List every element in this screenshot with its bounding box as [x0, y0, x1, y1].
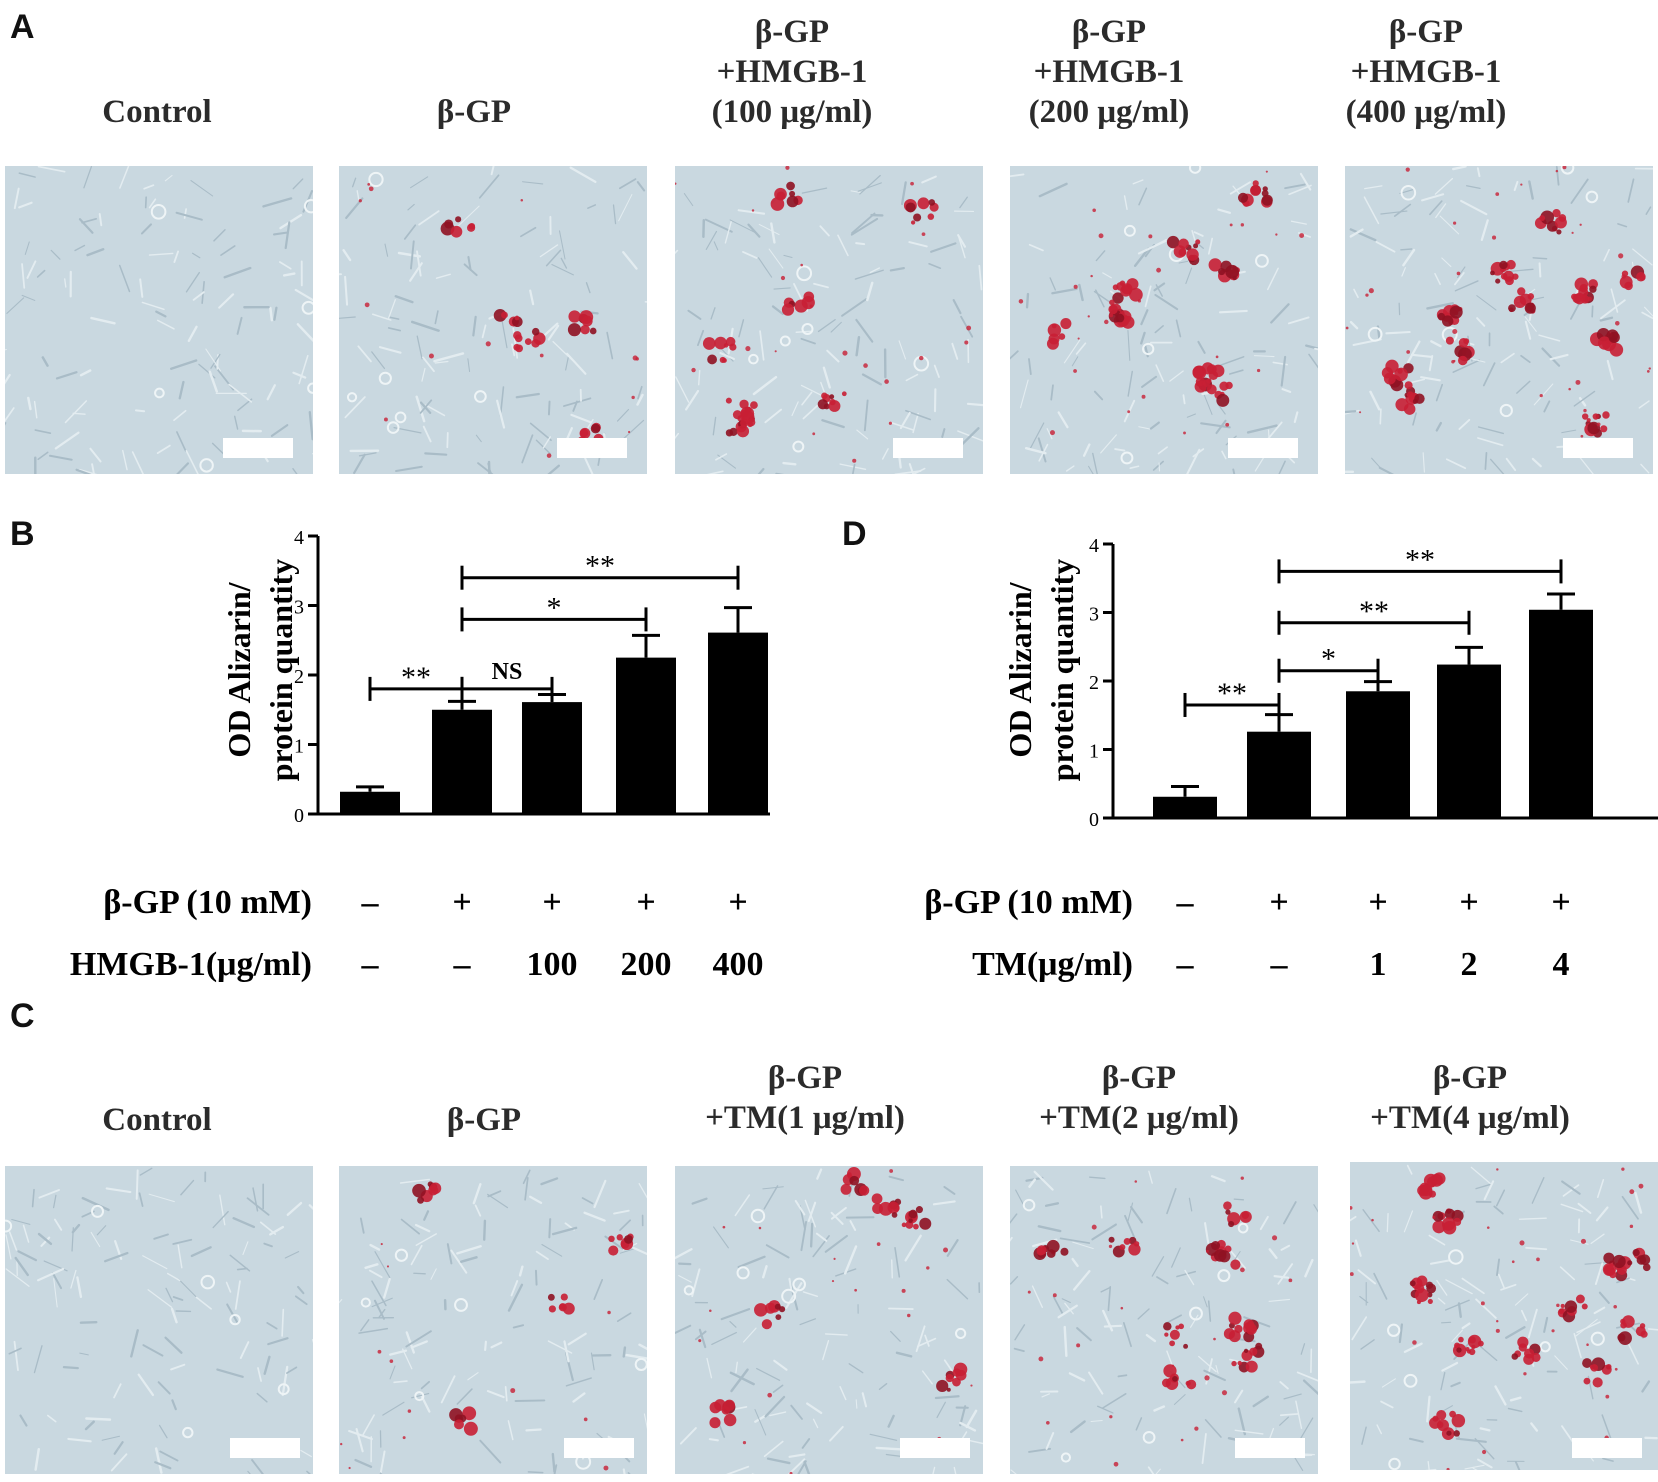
significance-label: ** — [585, 550, 615, 583]
panel-label-c: C — [10, 997, 35, 1035]
panel-a-micrograph-bgp — [339, 166, 647, 474]
condition-value: – — [453, 946, 472, 983]
bar — [1247, 731, 1311, 818]
panel-c-title-3: β-GP +TM(2 μg/ml) — [1039, 1060, 1239, 1136]
y-tick-label: 2 — [1089, 672, 1099, 694]
scale-bar — [900, 1438, 970, 1458]
bar — [522, 702, 582, 814]
scale-bar — [564, 1438, 634, 1458]
condition-value: – — [1176, 884, 1195, 921]
condition-value: + — [1368, 884, 1387, 921]
bar — [1529, 609, 1593, 818]
condition-row-label: TM(μg/ml) — [972, 946, 1133, 983]
panel-c-micrograph-control — [5, 1166, 313, 1474]
condition-value: + — [636, 884, 655, 921]
bar — [340, 791, 400, 814]
condition-value: + — [1551, 884, 1570, 921]
y-tick-label: 1 — [1089, 741, 1099, 763]
panel-c-micrograph-bgp — [339, 1166, 647, 1474]
condition-value: 200 — [621, 946, 672, 983]
scale-bar — [557, 438, 627, 458]
panel-a-title-4: β-GP +HMGB-1 (400 μg/ml) — [1345, 14, 1507, 130]
condition-value: 2 — [1461, 946, 1478, 983]
condition-value: 400 — [713, 946, 764, 983]
significance-label: NS — [492, 659, 523, 685]
y-tick-label: 2 — [294, 666, 304, 688]
significance-label: ** — [1217, 677, 1247, 710]
scale-bar — [1235, 1438, 1305, 1458]
panel-label-b: B — [10, 515, 35, 553]
scale-bar — [223, 438, 293, 458]
bar — [708, 632, 768, 814]
y-axis-label: OD Alizarin/ — [221, 581, 257, 757]
panel-a-title-1: β-GP — [436, 94, 512, 130]
significance-label: * — [1321, 643, 1336, 676]
condition-value: – — [1270, 946, 1289, 983]
condition-value: + — [1459, 884, 1478, 921]
condition-value: – — [1176, 946, 1195, 983]
condition-value: + — [542, 884, 561, 921]
panel-a-micrograph-control — [5, 166, 313, 474]
condition-row-label: β-GP (10 mM) — [103, 884, 312, 921]
condition-value: + — [1269, 884, 1288, 921]
y-tick-label: 4 — [294, 530, 304, 549]
panel-c-micrograph-tm-4 — [1350, 1162, 1658, 1470]
panel-a-title-0: Control — [102, 94, 212, 130]
panel-label-a: A — [10, 8, 35, 46]
panel-c-micrograph-tm-1 — [675, 1166, 983, 1474]
scale-bar — [1228, 438, 1298, 458]
significance-label: ** — [1405, 543, 1435, 576]
y-tick-label: 0 — [294, 805, 304, 827]
bar — [1437, 664, 1501, 818]
condition-value: 1 — [1370, 946, 1387, 983]
condition-value: – — [361, 946, 380, 983]
condition-value: + — [452, 884, 471, 921]
panel-a-title-3: β-GP +HMGB-1 (200 μg/ml) — [1028, 14, 1190, 130]
y-axis-label: protein quantity — [263, 559, 299, 782]
bar — [1153, 796, 1217, 818]
y-tick-label: 3 — [294, 597, 304, 619]
y-axis-label: OD Alizarin/ — [1002, 581, 1038, 757]
bar — [432, 709, 492, 814]
bar — [1346, 691, 1410, 818]
condition-row-label: HMGB-1(μg/ml) — [70, 946, 312, 983]
y-tick-label: 4 — [1089, 535, 1099, 557]
panel-a-title-2: β-GP +HMGB-1 (100 μg/ml) — [711, 14, 873, 130]
panel-a-micrograph-hmgb-400 — [1345, 166, 1653, 474]
condition-value: 100 — [527, 946, 578, 983]
panel-label-d: D — [842, 515, 867, 553]
panel-c-title-2: β-GP +TM(1 μg/ml) — [705, 1060, 905, 1136]
panel-c-title-0: Control — [102, 1102, 212, 1138]
panel-a-micrograph-hmgb-200 — [1010, 166, 1318, 474]
bar — [616, 657, 676, 814]
scale-bar — [1572, 1438, 1642, 1458]
panel-a-micrograph-hmgb-100 — [675, 166, 983, 474]
condition-value: – — [361, 884, 380, 921]
panel-c-title-4: β-GP +TM(4 μg/ml) — [1370, 1060, 1570, 1136]
significance-label: ** — [1359, 595, 1389, 628]
condition-value: 4 — [1553, 946, 1570, 983]
scale-bar — [230, 1438, 300, 1458]
scale-bar — [893, 438, 963, 458]
panel-c-micrograph-tm-2 — [1010, 1166, 1318, 1474]
y-tick-label: 0 — [1089, 809, 1099, 831]
condition-row-label: β-GP (10 mM) — [924, 884, 1133, 921]
significance-label: ** — [401, 661, 431, 694]
panel-c-title-1: β-GP — [446, 1102, 522, 1138]
y-tick-label: 3 — [1089, 604, 1099, 626]
y-axis-label: protein quantity — [1044, 559, 1080, 782]
scale-bar — [1563, 438, 1633, 458]
y-tick-label: 1 — [294, 736, 304, 758]
significance-label: * — [547, 591, 562, 624]
condition-value: + — [728, 884, 747, 921]
